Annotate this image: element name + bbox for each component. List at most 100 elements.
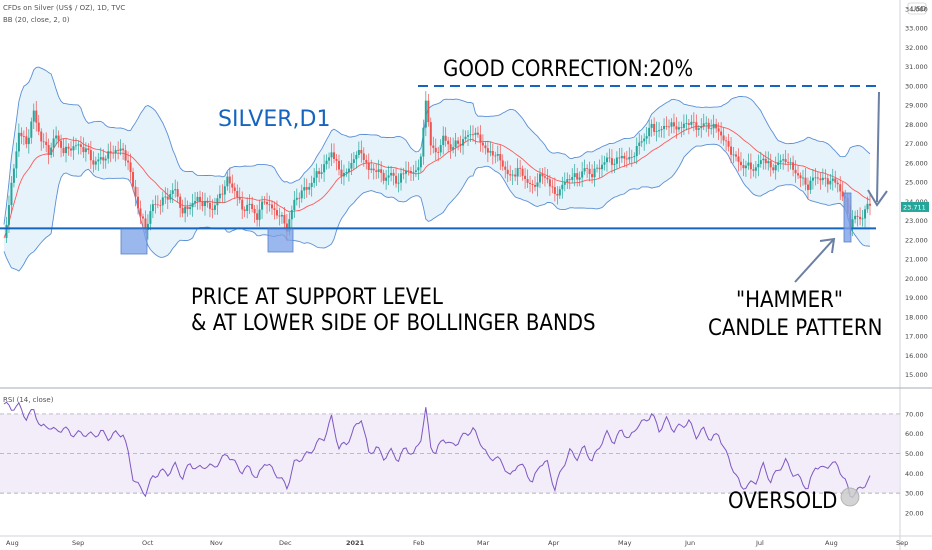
- price-tick-label: 27.000: [905, 140, 928, 148]
- candle: [578, 171, 581, 187]
- candle: [258, 200, 261, 227]
- time-tick-label: Nov: [210, 539, 223, 547]
- price-tick-label: 34.000: [905, 6, 928, 14]
- time-tick-label: Apr: [548, 539, 560, 547]
- price-tick-label: 33.000: [905, 25, 928, 33]
- candle: [283, 207, 286, 230]
- candle: [519, 159, 522, 178]
- candle: [670, 118, 673, 134]
- candle: [419, 153, 422, 173]
- candle: [427, 93, 430, 127]
- candle: [653, 117, 656, 136]
- candle: [253, 204, 256, 223]
- candle: [524, 168, 527, 189]
- candle: [350, 153, 353, 175]
- candle: [809, 176, 812, 194]
- candle: [55, 126, 58, 146]
- candle: [231, 174, 234, 194]
- candle: [802, 169, 805, 186]
- candle: [737, 148, 740, 172]
- candle: [248, 194, 251, 215]
- candle: [97, 153, 100, 171]
- candle: [538, 167, 541, 189]
- time-axis: Aug Sep Oct Nov Dec 2021 Feb Mar Apr May Jun Jul Aug…: [6, 539, 908, 547]
- candle: [672, 113, 675, 134]
- candle: [367, 153, 370, 180]
- candle: [315, 163, 318, 186]
- candle: [69, 141, 72, 157]
- candle: [501, 154, 504, 171]
- candle: [588, 161, 591, 182]
- candle: [395, 167, 398, 188]
- candle: [782, 153, 785, 170]
- support-annotation-line2: & AT LOWER SIDE OF BOLLINGER BANDS: [191, 311, 596, 336]
- candle: [811, 168, 814, 190]
- candle: [457, 137, 460, 151]
- candle: [680, 121, 683, 138]
- candle: [45, 132, 48, 153]
- candle: [114, 145, 117, 162]
- candle: [615, 151, 618, 170]
- candle: [266, 192, 269, 214]
- candle: [74, 138, 77, 150]
- candle: [462, 129, 465, 155]
- candle: [514, 168, 517, 182]
- candle: [856, 209, 859, 227]
- time-tick-label: Mar: [477, 539, 490, 547]
- candle: [732, 147, 735, 164]
- candle: [613, 158, 616, 173]
- rsi-indicator-label: RSI (14, close): [3, 396, 54, 404]
- candle: [89, 140, 92, 169]
- price-tick-label: 25.000: [905, 179, 928, 187]
- time-tick-label: Sep: [72, 539, 84, 547]
- candle: [804, 168, 807, 191]
- candle: [310, 175, 313, 197]
- candle: [727, 133, 730, 152]
- candle: [337, 154, 340, 176]
- candle: [424, 91, 427, 137]
- candle: [601, 155, 604, 177]
- candle: [119, 139, 122, 156]
- price-tick-label: 28.000: [905, 121, 928, 129]
- candle: [593, 161, 596, 187]
- candle: [563, 172, 566, 192]
- candle: [720, 122, 723, 144]
- candle: [409, 166, 412, 182]
- candle: [499, 144, 502, 170]
- candle: [181, 199, 184, 218]
- candle: [362, 147, 365, 167]
- candle: [869, 194, 871, 216]
- candle: [581, 162, 584, 187]
- candle: [797, 165, 800, 179]
- candle: [171, 183, 174, 204]
- price-tick-label: 31.000: [905, 63, 928, 71]
- lower-band: [3, 143, 871, 272]
- candle: [174, 179, 177, 198]
- candle: [638, 133, 641, 155]
- price-tick-label: 16.000: [905, 352, 928, 360]
- candle: [444, 127, 447, 147]
- candle: [630, 149, 633, 167]
- time-tick-label: 2021: [346, 539, 365, 547]
- candle: [561, 176, 564, 199]
- candle: [665, 116, 668, 130]
- candle: [707, 118, 710, 137]
- candle: [459, 135, 462, 153]
- candle: [583, 159, 586, 175]
- candle: [816, 171, 819, 184]
- candle: [37, 114, 40, 136]
- candle: [122, 142, 125, 160]
- candle: [402, 167, 405, 180]
- candle: [226, 171, 229, 191]
- candle: [308, 182, 311, 195]
- candle: [273, 201, 276, 220]
- symbol-line: CFDs on Silver (US$ / OZ), 1D, TVC: [3, 4, 125, 12]
- candle: [30, 117, 33, 144]
- candle: [618, 148, 621, 168]
- candle: [65, 138, 68, 163]
- candle: [529, 175, 532, 193]
- candle: [77, 140, 80, 155]
- currency-badge[interactable]: USD: [907, 2, 927, 15]
- candle: [129, 153, 132, 181]
